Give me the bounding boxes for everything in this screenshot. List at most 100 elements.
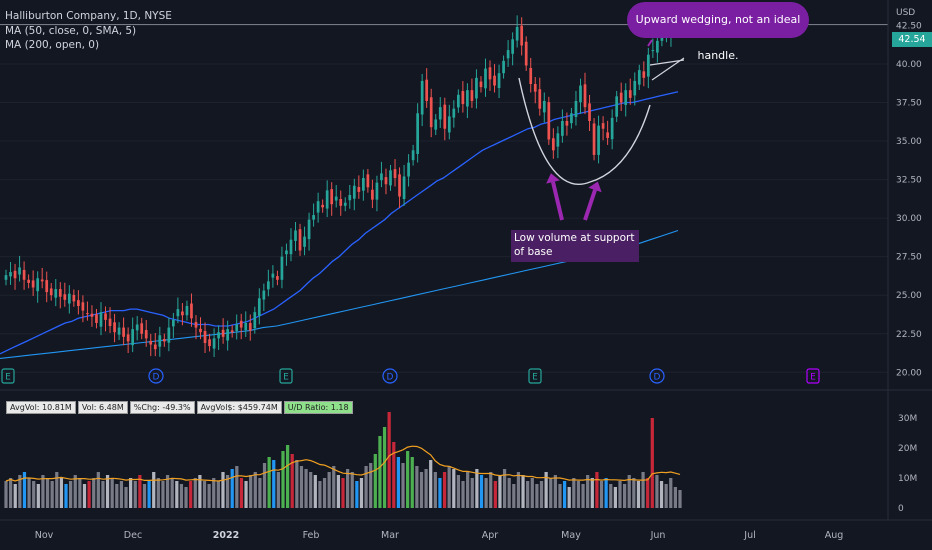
candle-body	[267, 281, 270, 290]
volume-bar	[433, 472, 437, 508]
candle-body	[45, 280, 49, 293]
volume-bar	[355, 481, 359, 508]
candle-body	[646, 54, 650, 77]
volume-bar	[562, 481, 567, 508]
candle-body	[149, 340, 153, 345]
candle-body	[411, 150, 415, 161]
candle-body	[619, 92, 623, 103]
candle-body	[398, 174, 401, 197]
candle-body	[63, 294, 67, 300]
volume-bar	[152, 472, 156, 508]
volume-bar	[507, 478, 511, 508]
volume-bar	[184, 487, 188, 508]
candle-body	[4, 275, 8, 280]
volume-bar	[119, 481, 124, 508]
volume-bar	[447, 466, 451, 508]
candle-body	[58, 289, 62, 297]
candle-body	[497, 73, 501, 89]
candle-body	[443, 104, 447, 129]
candle-body	[330, 189, 334, 205]
candle-body	[592, 123, 596, 155]
volume-bar	[609, 484, 613, 508]
candle-body	[551, 138, 555, 151]
candle-body	[506, 50, 510, 59]
volume-bar	[341, 478, 345, 508]
volume-bar	[110, 478, 114, 508]
volume-bar	[161, 481, 165, 508]
volume-bar	[636, 481, 641, 508]
candle-body	[656, 40, 659, 53]
event-marker-label: E	[5, 373, 11, 383]
volume-ma-polyline	[5, 445, 681, 482]
volume-bar	[299, 466, 304, 508]
ma200-legend[interactable]: MA (200, open, 0)	[5, 39, 100, 51]
ma50-line	[0, 91, 679, 355]
volume-bar	[438, 478, 442, 508]
price-tick-label: 37.50	[896, 99, 922, 109]
candle-body	[511, 39, 514, 54]
candle-body	[113, 322, 116, 333]
volume-bar	[406, 451, 410, 508]
volume-bar	[253, 472, 257, 508]
candle-body	[606, 132, 609, 138]
candle-body	[461, 91, 465, 105]
dividend-marker-icon	[649, 368, 665, 384]
candle-body	[126, 334, 130, 342]
candle-body	[99, 312, 103, 327]
volume-bar	[262, 463, 267, 508]
candle-body	[633, 80, 637, 96]
volume-bar	[521, 475, 525, 508]
volume-bar	[142, 484, 147, 508]
candle-body	[642, 71, 646, 78]
candle-body	[226, 329, 230, 341]
volume-bar	[225, 475, 230, 508]
arrow-support-right	[583, 189, 597, 221]
candle-body	[615, 96, 619, 117]
candle-body	[456, 94, 460, 108]
volume-bar	[45, 478, 50, 508]
volume-bar	[156, 478, 160, 508]
wedge-lines	[649, 57, 685, 81]
candle-body	[515, 26, 519, 41]
time-tick-label: Feb	[303, 530, 320, 541]
volume-bar	[78, 478, 82, 508]
volume-tick-label: 10M	[898, 474, 917, 484]
candle-body	[190, 303, 193, 319]
time-tick-label: Dec	[124, 530, 142, 541]
time-tick-label: 2022	[213, 530, 239, 541]
volume-bar	[138, 475, 142, 508]
volume-bar	[369, 463, 373, 508]
candle-body	[167, 327, 171, 343]
candle-body	[357, 186, 361, 192]
volume-bar	[410, 457, 414, 508]
volume-bar	[41, 475, 45, 508]
candle-body	[520, 25, 524, 46]
candle-body	[199, 328, 202, 333]
annotation-support[interactable]: Low volume at support of base	[511, 230, 639, 262]
candle-body	[95, 314, 98, 323]
ma50-legend[interactable]: MA (50, close, 0, SMA, 5)	[5, 24, 137, 37]
volume-bar	[336, 475, 340, 508]
candle-body	[321, 204, 325, 208]
last-price-tag: 42.54	[892, 32, 932, 47]
symbol-title[interactable]: Halliburton Company, 1D, NYSE	[5, 10, 172, 22]
candle-body	[162, 338, 166, 342]
volume-bar	[322, 478, 327, 508]
volume-bar	[526, 481, 530, 508]
volume-bar	[295, 460, 299, 508]
volume-bar	[373, 454, 377, 508]
volume-bar	[189, 481, 193, 508]
candle-body	[181, 311, 184, 316]
candle-body	[144, 330, 148, 339]
candle-body	[601, 123, 605, 129]
volume-bar	[9, 478, 13, 508]
volume-bar	[387, 412, 391, 508]
annotation-handle[interactable]: Upward wedging, not an ideal handle.	[627, 2, 809, 62]
candle-body	[253, 312, 257, 329]
dividend-marker-icon	[382, 368, 398, 384]
stat-chg: %Chg: -49.3%	[129, 401, 195, 414]
volume-bar	[170, 478, 174, 508]
price-tick-label: 25.00	[896, 291, 922, 301]
